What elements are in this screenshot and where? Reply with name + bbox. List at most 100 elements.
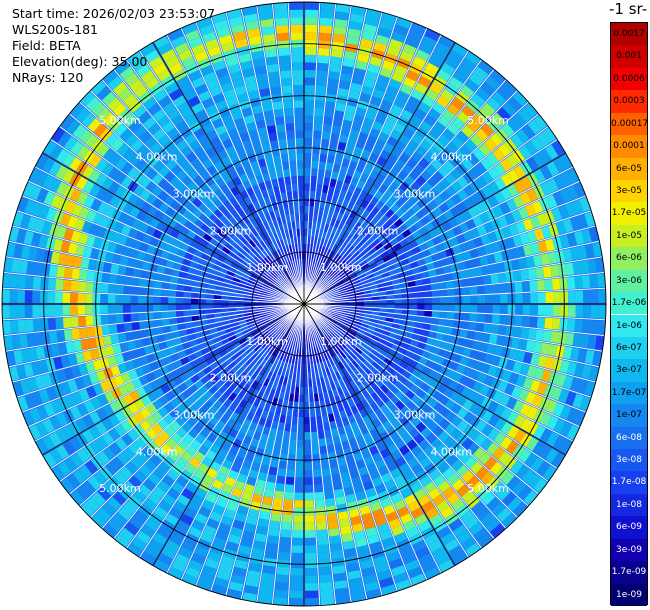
ppi-gate xyxy=(399,416,410,427)
ppi-gate xyxy=(64,457,78,472)
ppi-gate xyxy=(270,140,279,149)
ppi-gate xyxy=(140,395,152,407)
ppi-gate xyxy=(188,36,203,49)
ppi-gate xyxy=(526,437,539,452)
ppi-gate xyxy=(152,486,166,499)
ppi-gate xyxy=(36,405,49,420)
ppi-gate xyxy=(176,475,189,488)
ppi-gate xyxy=(153,312,162,320)
ppi-gate xyxy=(80,339,90,351)
ppi-gate xyxy=(408,224,418,234)
ppi-gate xyxy=(436,500,450,513)
ppi-gate xyxy=(184,507,197,519)
ppi-gate xyxy=(253,285,262,290)
ppi-gate xyxy=(225,370,235,379)
ppi-gate xyxy=(374,242,384,251)
ppi-gate xyxy=(139,130,152,144)
ppi-gate xyxy=(370,402,379,412)
ppi-gate xyxy=(230,262,239,270)
ppi-gate xyxy=(444,273,453,281)
ppi-gate xyxy=(158,341,168,351)
ppi-gate xyxy=(404,331,414,339)
ppi-gate xyxy=(78,363,89,376)
ppi-gate xyxy=(429,513,443,526)
ppi-gate xyxy=(214,285,223,291)
ppi-gate xyxy=(513,165,526,179)
ppi-gate xyxy=(411,89,424,101)
ppi-gate xyxy=(148,492,162,505)
ppi-gate xyxy=(374,515,387,527)
ppi-gate xyxy=(66,473,81,489)
ppi-gate xyxy=(533,169,546,184)
ppi-gate xyxy=(250,501,261,511)
ppi-gate xyxy=(263,221,270,230)
ppi-gate xyxy=(392,318,401,324)
ppi-gate xyxy=(266,336,274,344)
ppi-gate xyxy=(422,232,432,242)
ppi-gate xyxy=(530,136,544,151)
ppi-gate xyxy=(296,333,300,342)
ppi-gate xyxy=(305,47,317,56)
ppi-gate xyxy=(20,245,31,260)
ppi-gate xyxy=(533,254,543,267)
ppi-gate xyxy=(238,228,247,237)
ray-separator xyxy=(303,303,587,413)
ppi-gate xyxy=(324,276,331,283)
ppi-gate xyxy=(311,348,315,357)
ppi-gate xyxy=(387,154,398,165)
ppi-gate xyxy=(134,437,147,450)
ppi-gate xyxy=(575,305,584,318)
ppi-gate xyxy=(163,195,175,206)
ppi-gate xyxy=(491,502,507,517)
ppi-gate xyxy=(198,258,208,266)
ppi-gate xyxy=(395,334,405,342)
ppi-gate xyxy=(435,153,448,165)
ppi-gate xyxy=(262,369,270,378)
ppi-gate xyxy=(95,187,108,201)
ppi-gate xyxy=(133,105,147,119)
ppi-gate xyxy=(130,295,139,304)
ppi-gate xyxy=(256,357,264,365)
ppi-gate xyxy=(353,411,362,421)
ppi-gate xyxy=(504,383,516,396)
ppi-gate xyxy=(501,471,515,486)
ppi-gate xyxy=(145,76,160,90)
ppi-gate xyxy=(65,254,75,267)
ppi-gate xyxy=(140,270,149,279)
ppi-gate xyxy=(211,171,222,182)
ppi-gate xyxy=(387,111,400,122)
ppi-gate xyxy=(437,134,450,147)
ppi-gate xyxy=(292,340,296,349)
ppi-gate xyxy=(424,481,437,494)
ray-separator xyxy=(240,8,305,305)
ppi-gate xyxy=(329,420,337,430)
ppi-gate xyxy=(335,323,344,329)
ppi-gate xyxy=(240,363,249,372)
ppi-gate xyxy=(278,460,287,470)
ppi-gate xyxy=(184,220,194,230)
ppi-gate xyxy=(421,350,431,359)
ppi-gate xyxy=(348,237,356,246)
ppi-gate xyxy=(345,234,353,243)
ppi-gate xyxy=(499,283,508,293)
ppi-gate xyxy=(298,402,304,410)
ppi-gate xyxy=(53,238,64,252)
ppi-gate xyxy=(457,420,469,432)
ppi-gate xyxy=(450,205,461,217)
ppi-gate xyxy=(259,232,266,241)
ppi-gate xyxy=(525,391,537,405)
ppi-gate xyxy=(429,82,443,95)
ppi-gate xyxy=(251,228,259,237)
ppi-gate xyxy=(415,175,427,187)
ppi-gate xyxy=(317,214,323,223)
ppi-gate xyxy=(193,275,202,282)
ppi-gate xyxy=(128,119,142,133)
ppi-gate xyxy=(380,250,389,259)
ppi-gate xyxy=(247,279,256,285)
ppi-gate xyxy=(257,518,269,528)
ppi-gate xyxy=(95,421,108,435)
ppi-gate xyxy=(360,279,369,286)
ppi-gate xyxy=(285,346,290,355)
ppi-gate xyxy=(293,251,297,260)
ppi-gate xyxy=(545,399,558,414)
